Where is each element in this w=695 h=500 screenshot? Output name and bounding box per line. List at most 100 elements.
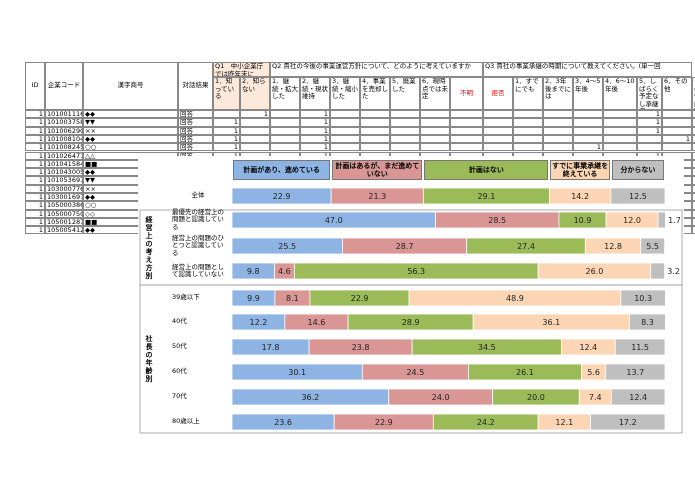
value-label: 48.9 (506, 294, 524, 303)
value-label: 11.5 (631, 343, 649, 352)
category-label: 70代 (172, 392, 187, 401)
category-label: 50代 (172, 342, 187, 351)
sheet-cell: 1 (573, 143, 603, 152)
value-label: 47.0 (325, 216, 343, 225)
sheet-cell (483, 118, 513, 127)
value-label: 26.1 (516, 368, 534, 377)
sheet-cell: 1010264719 (45, 151, 83, 160)
sheet-cell: 1030007764 (45, 184, 83, 193)
sheet-cell (543, 126, 573, 135)
value-label: 36.1 (542, 318, 560, 327)
sheet-cell (662, 126, 692, 135)
value-label: 22.9 (351, 294, 369, 303)
value-label: 12.5 (629, 192, 647, 201)
value-label: 25.5 (278, 242, 296, 251)
sheet-cell (330, 110, 360, 119)
sheet-cell: 1 (25, 168, 45, 177)
sub-header: 1．継続・拡大した (270, 77, 300, 110)
bar-segment (610, 187, 666, 205)
value-label: 3.2 (667, 267, 680, 276)
sheet-cell: ○○ (83, 143, 178, 152)
bar-segment (640, 237, 665, 255)
category-label: 40代 (172, 317, 187, 326)
sub-header: 5．廃業した (390, 77, 420, 110)
sheet-cell (483, 143, 513, 152)
sheet-cell (692, 209, 695, 218)
value-label: 28.9 (402, 318, 420, 327)
value-label: 27.4 (517, 242, 535, 251)
sheet-cell (450, 118, 483, 127)
value-label: 24.2 (477, 418, 495, 427)
value-label: 21.3 (368, 192, 386, 201)
sheet-cell (637, 143, 662, 152)
value-label: 28.5 (488, 216, 506, 225)
sheet-cell (240, 126, 270, 135)
sheet-cell (603, 126, 637, 135)
sheet-cell: 1 (213, 126, 240, 135)
sheet-cell (420, 118, 450, 127)
sheet-cell (360, 143, 390, 152)
sheet-cell: 1010062901 (45, 126, 83, 135)
sheet-cell (692, 193, 695, 202)
sheet-cell: 回答 (178, 110, 213, 119)
sheet-cell: 1 (213, 118, 240, 127)
value-label: 17.2 (619, 418, 637, 427)
sheet-cell: 1 (25, 143, 45, 152)
question-header: Q1 中小企業庁では昨年末に (213, 62, 270, 77)
sheet-cell (390, 126, 420, 135)
sheet-cell: 回答 (178, 143, 213, 152)
value-label: 9.8 (247, 267, 260, 276)
sheet-cell (513, 134, 543, 144)
sheet-cell (240, 134, 270, 144)
sub-header: 2．知らない (240, 77, 270, 110)
value-label: 22.9 (273, 192, 291, 201)
sheet-cell: ×× (83, 126, 178, 135)
sheet-cell: 1050007501 (45, 209, 83, 218)
sub-header: 4．事業を売却した (360, 77, 390, 110)
sub-header: 3．継続・縮小した (330, 77, 360, 110)
sheet-cell (603, 143, 637, 152)
sheet-cell (543, 143, 573, 152)
sheet-cell (360, 110, 390, 119)
sheet-cell (360, 118, 390, 127)
sheet-cell (573, 126, 603, 135)
sheet-cell (213, 110, 240, 119)
column-header: 企業コード (45, 62, 83, 110)
value-label: 24.0 (432, 393, 450, 402)
sub-header: 不明 (450, 77, 483, 110)
sheet-cell (390, 134, 420, 144)
value-label: 12.1 (555, 418, 573, 427)
bar-segment (605, 363, 666, 381)
bar-segment (620, 289, 666, 307)
sheet-cell: 1010415841 (45, 159, 83, 169)
sheet-cell (270, 110, 300, 119)
sub-header: 4．6～10年後 (603, 77, 637, 110)
sheet-cell (692, 159, 695, 169)
value-label: 12.2 (250, 318, 268, 327)
sheet-cell: 回答 (178, 126, 213, 135)
sheet-cell (692, 110, 695, 119)
value-label: 12.4 (629, 393, 647, 402)
value-label: 9.9 (247, 294, 260, 303)
bar-segment (629, 313, 666, 331)
sheet-cell (662, 143, 692, 152)
question-header: Q2 貴社の今後の事業運営方針について、どのように考えていますか (270, 62, 483, 77)
sheet-cell (330, 118, 360, 127)
bar-segment (610, 388, 666, 406)
sheet-cell (330, 143, 360, 152)
legend-entry: すでに事業承継を終えている (550, 160, 610, 180)
sheet-cell: ▼▼ (83, 118, 178, 127)
sheet-cell: 1050054126 (45, 226, 83, 235)
sheet-cell: 回答 (178, 118, 213, 127)
sheet-cell (390, 143, 420, 152)
value-label: 34.5 (478, 343, 496, 352)
value-label: 29.1 (477, 192, 495, 201)
sheet-cell: 1010011161 (45, 110, 83, 119)
value-label: 8.1 (286, 294, 299, 303)
value-label: 23.6 (274, 418, 292, 427)
sub-header: 2．3年後までには (543, 77, 573, 110)
sheet-cell (390, 118, 420, 127)
sheet-cell: 1 (25, 126, 45, 135)
value-label: 22.9 (375, 418, 393, 427)
